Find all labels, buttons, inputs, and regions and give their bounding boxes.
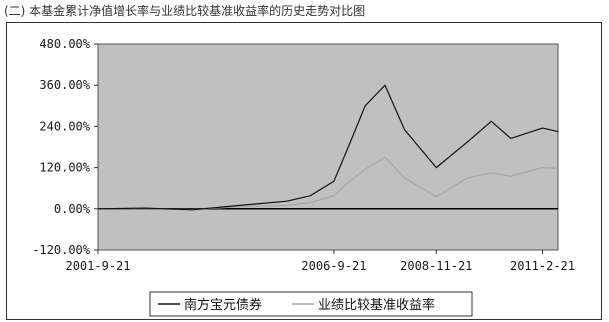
x-axis-ticks: 2001-9-21 2006-9-21 2008-11-21 2011-2-21: [65, 250, 575, 273]
y-tick-label: 360.00%: [39, 78, 90, 92]
y-tick-label: -120.00%: [32, 243, 91, 257]
x-tick-label: 2008-11-21: [400, 259, 472, 273]
plot-area: [97, 43, 559, 251]
legend: 南方宝元债券 业绩比较基准收益率: [149, 291, 473, 317]
x-tick-label: 2006-9-21: [301, 259, 366, 273]
figure-title: (二) 本基金累计净值增长率与业绩比较基准收益率的历史走势对比图: [4, 4, 366, 18]
y-tick-label: 0.00%: [54, 202, 91, 216]
legend-label-benchmark: 业绩比较基准收益率: [318, 297, 435, 313]
x-tick-label: 2001-9-21: [65, 259, 130, 273]
x-tick-label: 2011-2-21: [510, 259, 575, 273]
y-axis-ticks: 480.00% 360.00% 240.00% 120.00% 0.00% -120.00…: [32, 37, 98, 257]
legend-label-fund: 南方宝元债券: [184, 297, 262, 313]
y-tick-label: 240.00%: [39, 119, 90, 133]
fund-series-line: [97, 84, 559, 211]
y-tick-label: 480.00%: [39, 37, 90, 51]
benchmark-series-line: [97, 156, 559, 211]
y-tick-label: 120.00%: [39, 161, 90, 175]
